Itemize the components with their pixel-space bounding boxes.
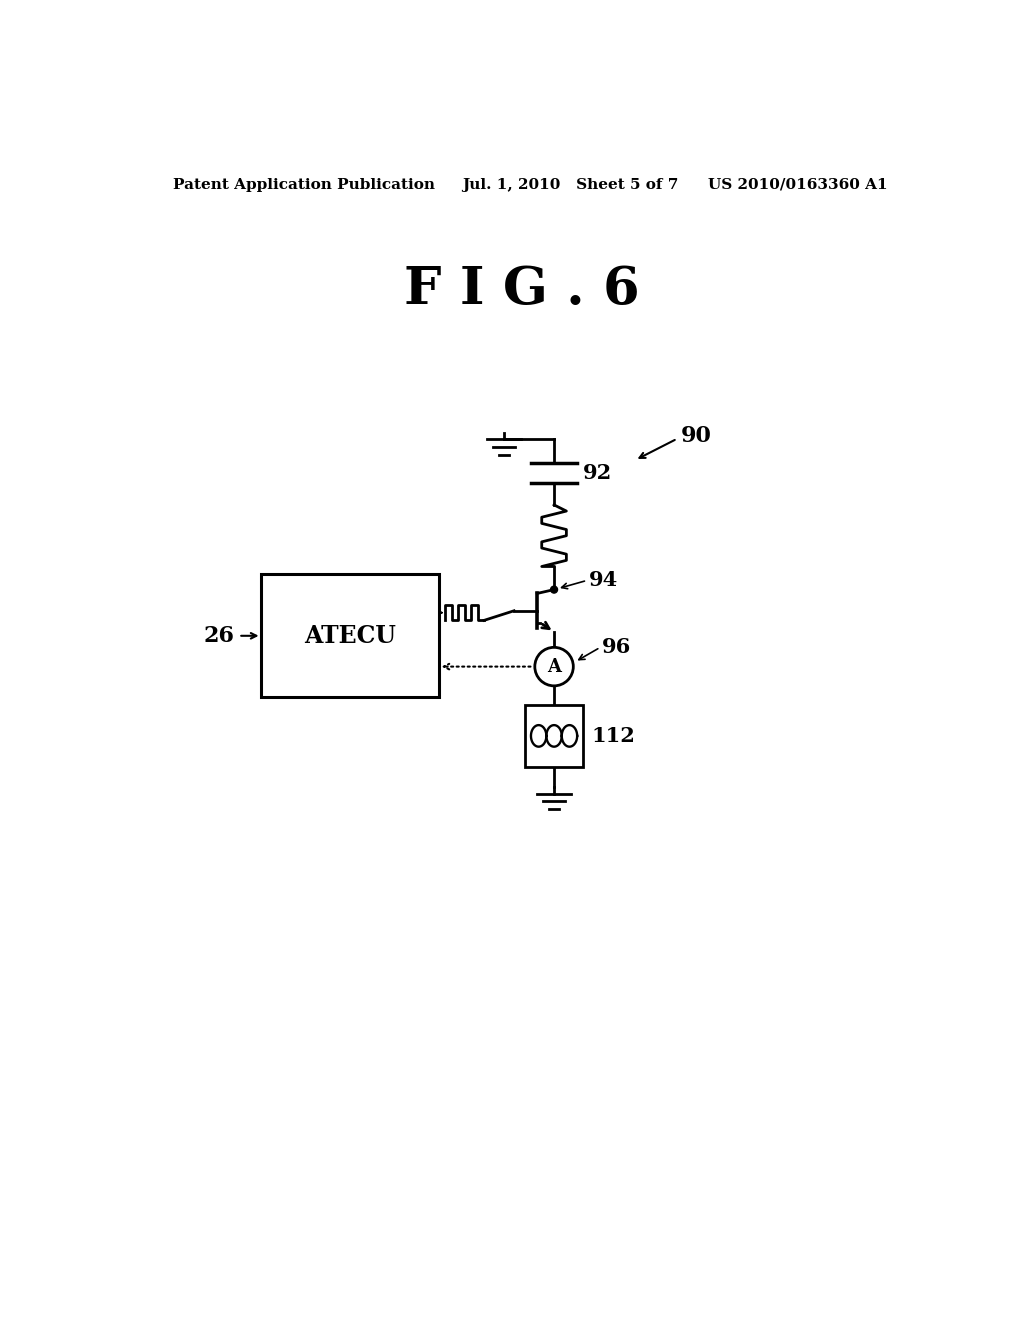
- Text: ATECU: ATECU: [304, 624, 396, 648]
- Bar: [261, 574, 438, 697]
- Text: F I G . 6: F I G . 6: [403, 264, 640, 314]
- Circle shape: [535, 647, 573, 686]
- Text: US 2010/0163360 A1: US 2010/0163360 A1: [708, 178, 888, 191]
- Text: 112: 112: [591, 726, 635, 746]
- Text: 94: 94: [589, 570, 617, 590]
- Text: Patent Application Publication: Patent Application Publication: [173, 178, 435, 191]
- Text: Jul. 1, 2010   Sheet 5 of 7: Jul. 1, 2010 Sheet 5 of 7: [462, 178, 678, 191]
- Text: 92: 92: [584, 463, 612, 483]
- Text: 90: 90: [681, 425, 712, 446]
- Circle shape: [551, 586, 557, 593]
- Text: 26: 26: [204, 624, 234, 647]
- Bar: [525, 705, 583, 767]
- Text: A: A: [547, 657, 561, 676]
- Text: 96: 96: [602, 638, 631, 657]
